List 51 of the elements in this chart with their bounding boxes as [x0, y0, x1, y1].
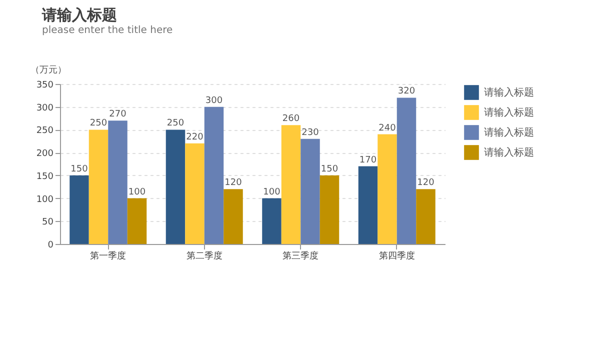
data-label: 320: [398, 86, 416, 97]
x-tick-label: 第二季度: [186, 250, 222, 262]
data-label: 120: [417, 178, 435, 188]
data-label: 150: [320, 164, 338, 174]
x-tick-label: 第四季度: [378, 250, 415, 262]
data-label: 250: [90, 118, 108, 129]
y-tick-label: 200: [36, 149, 54, 160]
bar: [416, 189, 436, 244]
bar: [166, 130, 186, 244]
data-label: 120: [224, 178, 242, 188]
y-tick-label: 250: [36, 126, 54, 136]
bar: [108, 120, 128, 244]
data-label: 300: [205, 96, 223, 106]
bar: [224, 189, 243, 244]
legend-label: 请输入标题: [484, 126, 534, 138]
x-tick-label: 第三季度: [282, 250, 319, 262]
legend-label: 请输入标题: [484, 86, 534, 98]
bar: [127, 198, 147, 244]
data-label: 220: [186, 132, 204, 142]
bar: [281, 125, 301, 244]
data-label: 270: [109, 110, 127, 120]
y-tick-label: 150: [36, 172, 54, 182]
y-tick-label: 0: [48, 240, 54, 250]
bar: [320, 175, 340, 244]
bar: [396, 98, 416, 244]
data-label: 170: [359, 155, 377, 166]
y-axis-title: （万元）: [30, 64, 66, 76]
y-tick-label: 100: [36, 194, 54, 205]
x-tick-label: 第一季度: [90, 250, 126, 262]
chart-title: 请输入标题: [41, 6, 117, 24]
bar: [300, 138, 320, 244]
data-label: 100: [263, 187, 281, 198]
bar: [88, 130, 108, 244]
legend-label: 请输入标题: [484, 146, 534, 158]
bar: [262, 198, 282, 244]
data-label: 100: [128, 187, 146, 198]
legend-label: 请输入标题: [484, 106, 534, 118]
bar: [358, 166, 378, 244]
data-label: 250: [166, 118, 184, 129]
bar: [70, 175, 89, 244]
chart-subtitle: please enter the title here: [42, 25, 173, 36]
bar: [185, 143, 204, 244]
data-label: 230: [302, 128, 320, 138]
data-label: 150: [70, 164, 88, 174]
bar: [204, 106, 224, 244]
data-label: 240: [378, 123, 396, 134]
y-tick-label: 350: [36, 80, 54, 90]
bar: [378, 134, 397, 244]
data-label: 260: [282, 114, 300, 124]
y-tick-label: 300: [36, 103, 54, 114]
y-tick-label: 50: [42, 218, 54, 228]
